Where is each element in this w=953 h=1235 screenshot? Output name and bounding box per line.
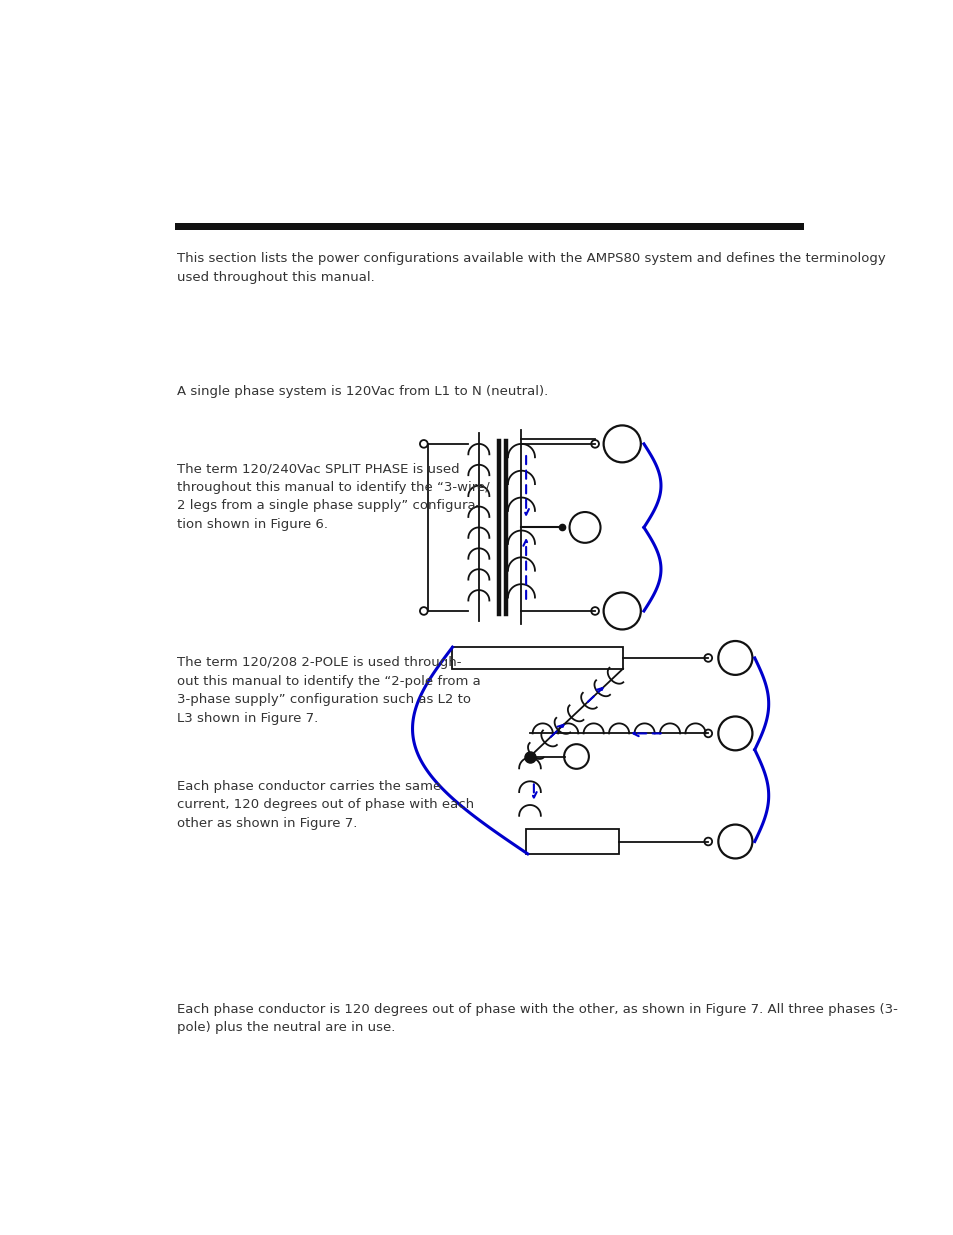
Bar [174, 222, 803, 230]
Text: Each phase conductor carries the same
current, 120 degrees out of phase with eac: Each phase conductor carries the same cu… [177, 779, 474, 830]
Text: This section lists the power configurations available with the AMPS80 system and: This section lists the power configurati… [177, 252, 885, 284]
Circle shape [591, 440, 598, 448]
Text: The term 120/208 2-POLE is used through-
out this manual to identify the “2-pole: The term 120/208 2-POLE is used through-… [177, 656, 480, 725]
Circle shape [419, 440, 427, 448]
Circle shape [419, 608, 427, 615]
Circle shape [703, 655, 711, 662]
Circle shape [703, 730, 711, 737]
Bar [452, 647, 622, 668]
Circle shape [703, 837, 711, 846]
Text: A single phase system is 120Vac from L1 to N (neutral).: A single phase system is 120Vac from L1 … [177, 385, 548, 399]
Text: Each phase conductor is 120 degrees out of phase with the other, as shown in Fig: Each phase conductor is 120 degrees out … [177, 1003, 898, 1035]
Text: The term 120/240Vac SPLIT PHASE is used
throughout this manual to identify the “: The term 120/240Vac SPLIT PHASE is used … [177, 462, 490, 531]
Circle shape [591, 608, 598, 615]
Bar [525, 829, 618, 853]
